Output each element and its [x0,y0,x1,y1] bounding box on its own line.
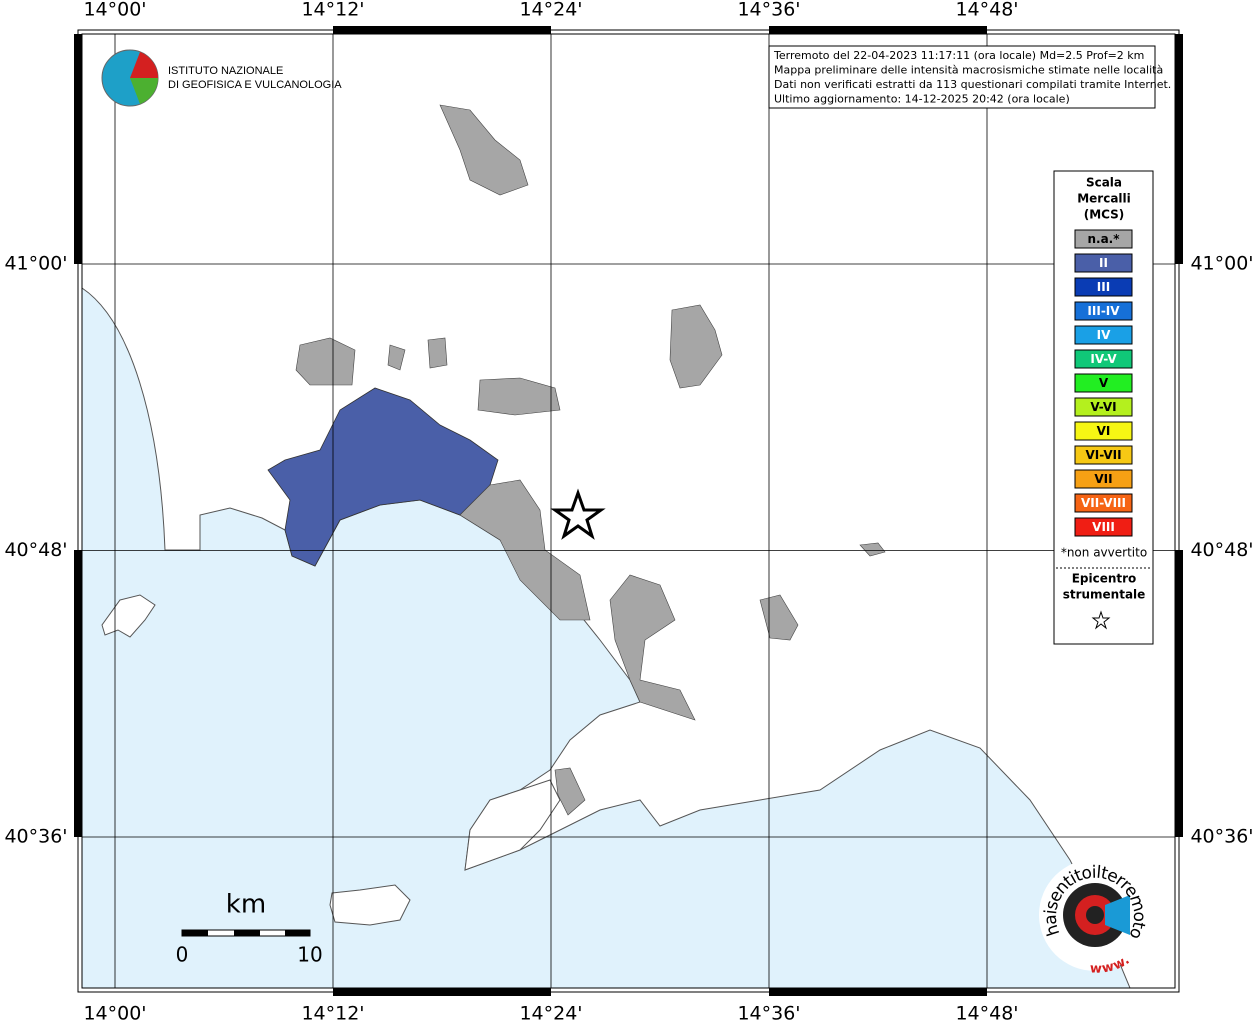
ingv-logo-part [130,52,158,78]
area [295,337,356,386]
lat-label: 40°48' [1190,539,1253,561]
area [439,104,529,196]
scale-bar-seg [285,930,310,936]
lat-label: 41°00' [4,253,67,275]
frame-inner [81,33,1176,989]
scale-bar-seg [182,930,208,936]
border-bar [333,988,551,996]
lon-label: 14°24' [519,0,582,21]
legend-swatch [1074,325,1133,345]
legend-swatch [1074,277,1133,297]
legend-label: n.a.* [1087,232,1120,246]
area [859,542,886,557]
legend-swatch [1074,229,1133,249]
info-box [768,45,1156,109]
info-line: Ultimo aggiornamento: 14-12-2025 20:42 (… [774,93,1070,106]
site-logo-core [1086,906,1104,924]
info-line: Dati non verificati estratti da 113 ques… [774,78,1171,91]
legend-title: Scala [1086,176,1122,190]
legend-note: *non avvertito [1061,546,1147,560]
lat-label: 40°36' [4,826,67,848]
graticule [82,34,1175,988]
area [554,767,586,816]
border-bar [74,550,82,837]
area [669,304,723,389]
lon-label: 14°36' [737,1003,800,1024]
legend-label: VIII [1092,520,1115,534]
border-bar [1175,550,1183,837]
area [477,377,561,416]
info-line: Mappa preliminare delle intensità macros… [774,64,1163,77]
epicenter-star [550,488,606,540]
lon-label: 14°36' [737,0,800,21]
lat-label: 41°00' [1190,253,1253,275]
lat-label: 40°48' [4,539,67,561]
lon-label: 14°12' [301,1003,364,1024]
scale-bar-seg [234,930,260,936]
lon-label: 14°00' [83,1003,146,1024]
legend-swatch [1074,469,1133,489]
lon-label: 14°12' [301,0,364,21]
legend-label: V-VI [1090,400,1116,414]
legend-epicenter: strumentale [1063,588,1146,602]
island [329,884,411,926]
legend-label: III [1097,280,1110,294]
legend-label: VII [1094,472,1112,486]
legend-swatch [1074,349,1133,369]
area [459,479,591,621]
legend-swatch [1074,493,1133,513]
scale-label: 10 [297,943,322,967]
border-bar [769,26,987,34]
area [759,594,799,641]
legend-label: III-IV [1087,304,1120,318]
site-logo-speaker [1105,895,1130,935]
legend-epicenter: Epicentro [1072,572,1137,586]
legend-star [1091,610,1111,630]
institute-name: DI GEOFISICA E VULCANOLOGIA [168,79,342,91]
legend-label: IV-V [1090,352,1117,366]
legend-swatch [1074,253,1133,273]
lat-label: 40°36' [1190,826,1253,848]
legend-swatch [1074,397,1133,417]
legend-label: IV [1097,328,1111,342]
area [609,574,696,721]
legend-swatch [1074,421,1133,441]
legend-label: VI [1097,424,1111,438]
legend-title: (MCS) [1084,208,1125,222]
frame [77,29,1180,993]
lon-label: 14°48' [955,0,1018,21]
lon-label: 14°24' [519,1003,582,1024]
legend-label: V [1099,376,1109,390]
legend-swatch [1074,517,1133,537]
legend-label: VI-VII [1085,448,1121,462]
border-bar [1175,34,1183,264]
scale-bar [181,929,311,937]
legend-label: VII-VIII [1081,496,1126,510]
legend-swatch [1074,301,1133,321]
ingv-logo-part [130,78,158,104]
scale-unit: km [226,890,266,920]
legend-swatch [1074,445,1133,465]
border-bar [74,34,82,264]
info-line: Terremoto del 22-04-2023 11:17:11 (ora l… [773,49,1144,62]
areas-not-felt [295,104,886,816]
institute-name: ISTITUTO NAZIONALE [168,65,283,77]
border-bar [769,988,987,996]
border-bar [333,26,551,34]
area [387,344,406,371]
area [427,337,448,369]
lon-label: 14°00' [83,0,146,21]
peninsula [464,779,561,871]
legend-label: II [1099,256,1108,270]
legend-title: Mercalli [1077,192,1131,206]
legend-swatch [1074,373,1133,393]
scale-label: 0 [176,943,189,967]
lon-label: 14°48' [955,1003,1018,1024]
